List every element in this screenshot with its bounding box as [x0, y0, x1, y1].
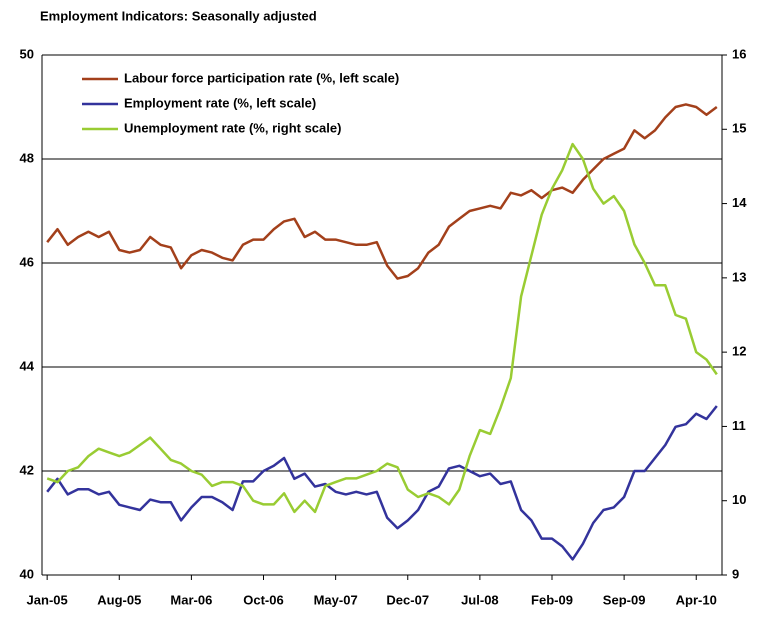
- x-tick-label: Apr-10: [676, 592, 717, 607]
- x-tick-label: Feb-09: [531, 592, 573, 607]
- y2-tick-label: 15: [732, 121, 746, 136]
- x-tick-label: Oct-06: [243, 592, 283, 607]
- y2-tick-label: 14: [732, 195, 747, 210]
- y2-tick-label: 13: [732, 269, 746, 284]
- y2-tick-label: 12: [732, 344, 746, 359]
- y-tick-label: 48: [20, 150, 34, 165]
- y2-tick-label: 11: [732, 418, 746, 433]
- line-series: [46, 103, 718, 280]
- x-tick-label: Aug-05: [97, 592, 141, 607]
- y-tick-label: 44: [20, 358, 35, 373]
- y-tick-label: 50: [20, 46, 34, 61]
- line-series: [46, 142, 718, 514]
- chart-title: Employment Indicators: Seasonally adjust…: [40, 8, 317, 23]
- line-series: [46, 405, 718, 561]
- y-tick-label: 42: [20, 462, 34, 477]
- y2-tick-label: 16: [732, 46, 746, 61]
- y2-tick-label: 10: [732, 492, 746, 507]
- x-tick-label: Jul-08: [461, 592, 499, 607]
- x-tick-label: Dec-07: [386, 592, 429, 607]
- x-tick-label: May-07: [314, 592, 358, 607]
- legend-label: Unemployment rate (%, right scale): [124, 120, 341, 135]
- y-tick-label: 46: [20, 254, 34, 269]
- y-tick-label: 40: [20, 566, 34, 581]
- legend-label: Employment rate (%, left scale): [124, 95, 316, 110]
- x-tick-label: Mar-06: [170, 592, 212, 607]
- y2-tick-label: 9: [732, 566, 739, 581]
- x-tick-label: Jan-05: [27, 592, 68, 607]
- x-tick-label: Sep-09: [603, 592, 646, 607]
- legend-label: Labour force participation rate (%, left…: [124, 70, 399, 85]
